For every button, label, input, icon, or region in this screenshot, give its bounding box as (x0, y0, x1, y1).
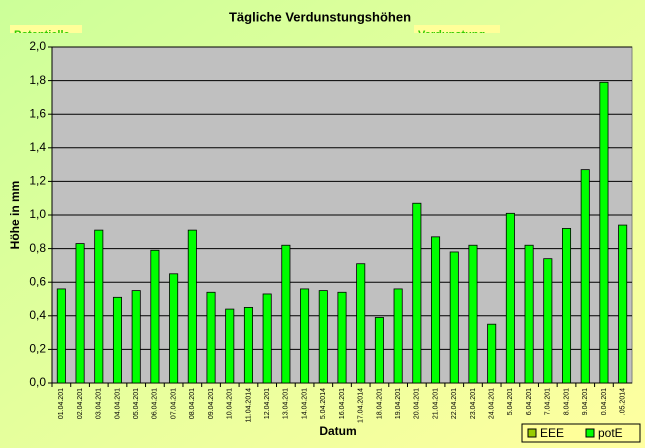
bar (580, 169, 590, 384)
bar (468, 244, 478, 384)
x-tick-label: 9.04.201 (582, 388, 589, 415)
bar (112, 296, 123, 384)
bar (281, 244, 291, 384)
x-tick-label: 22.04.201 (451, 388, 458, 419)
bar (524, 244, 534, 384)
bar (262, 293, 272, 384)
bar (356, 263, 366, 384)
annotation-box (10, 25, 82, 33)
y-tick-label: 1,2 (29, 174, 46, 188)
x-tick-label: 18.04.201 (376, 388, 383, 419)
x-tick-label: 01.04.201 (58, 388, 65, 419)
chart-title: Tägliche Verdunstungshöhen (229, 9, 411, 24)
bar (505, 212, 515, 384)
bar (487, 323, 497, 384)
y-tick-label: 0,4 (29, 308, 46, 322)
bar (618, 224, 628, 384)
x-tick-label: 07.04.201 (170, 388, 177, 419)
x-tick-label: 12.04.201 (264, 388, 271, 419)
y-tick-label: 0,8 (29, 241, 46, 255)
x-tick-label: 04.04.201 (114, 388, 121, 419)
x-tick-label: 20.04.201 (414, 388, 421, 419)
bar (243, 306, 253, 384)
x-tick-label: 24.04.201 (489, 388, 496, 419)
x-tick-label: 02.04.201 (77, 388, 84, 419)
x-tick-label: 6.04.201 (526, 388, 533, 415)
x-tick-label: .05.2014 (619, 388, 626, 415)
bar (318, 290, 328, 384)
x-tick-label: 11.04.2014 (245, 388, 252, 423)
y-tick-label: 1,0 (29, 207, 46, 221)
bar (599, 81, 609, 384)
y-axis-label: Höhe in mm (8, 181, 22, 250)
x-axis-label: Datum (319, 424, 356, 438)
x-tick-label: 13.04.201 (283, 388, 290, 419)
x-tick-label: 8.04.201 (563, 388, 570, 415)
x-tick-label: 16.04.201 (339, 388, 346, 419)
x-tick-label: 0.04.201 (601, 388, 608, 415)
annotation-box (414, 25, 500, 33)
legend-label: EEE (540, 426, 564, 440)
bar (374, 317, 384, 384)
bar (56, 288, 66, 384)
bar (431, 236, 441, 384)
bar (393, 288, 403, 384)
legend-swatch (585, 428, 595, 438)
y-tick-label: 0,6 (29, 274, 46, 288)
bar (131, 290, 141, 384)
x-tick-label: 10.04.201 (227, 388, 234, 419)
legend-label: potE (598, 426, 623, 440)
bar (543, 258, 553, 384)
x-tick-label: 05.04.201 (133, 388, 140, 419)
x-tick-label: 03.04.201 (96, 388, 103, 419)
bar (75, 243, 85, 384)
x-tick-label: 5.04.201 (507, 388, 514, 415)
bar (449, 251, 459, 384)
y-tick-label: 1,8 (29, 73, 46, 87)
x-tick-label: 5.04.2014 (320, 388, 327, 419)
bar (187, 229, 197, 384)
y-tick-label: 2,0 (29, 39, 46, 53)
x-tick-label: 7.04.201 (545, 388, 552, 415)
x-tick-label: 19.04.201 (395, 388, 402, 419)
legend-box (521, 423, 641, 443)
y-tick-label: 0,2 (29, 342, 46, 356)
bar (337, 291, 347, 384)
bar (300, 288, 310, 384)
legend-swatch (527, 428, 537, 438)
bar (206, 291, 216, 384)
x-tick-label: 06.04.201 (152, 388, 159, 419)
annotation: Verdunstung (418, 29, 485, 41)
y-tick-label: 0,0 (29, 375, 46, 389)
x-tick-label: 08.04.201 (189, 388, 196, 419)
annotation: Potentielle (14, 29, 70, 41)
bar (94, 229, 104, 384)
bar (150, 249, 160, 384)
x-tick-label: 14.04.201 (301, 388, 308, 419)
x-tick-label: 17.04.2014 (358, 388, 365, 423)
x-tick-label: 09.04.201 (208, 388, 215, 419)
x-tick-label: 23.04.201 (470, 388, 477, 419)
x-tick-label: 21.04.201 (432, 388, 439, 419)
y-tick-label: 1,6 (29, 106, 46, 120)
bar (169, 273, 179, 384)
bar (225, 308, 235, 384)
y-tick-label: 1,4 (29, 140, 46, 154)
bar (412, 202, 422, 384)
bar (562, 228, 572, 384)
